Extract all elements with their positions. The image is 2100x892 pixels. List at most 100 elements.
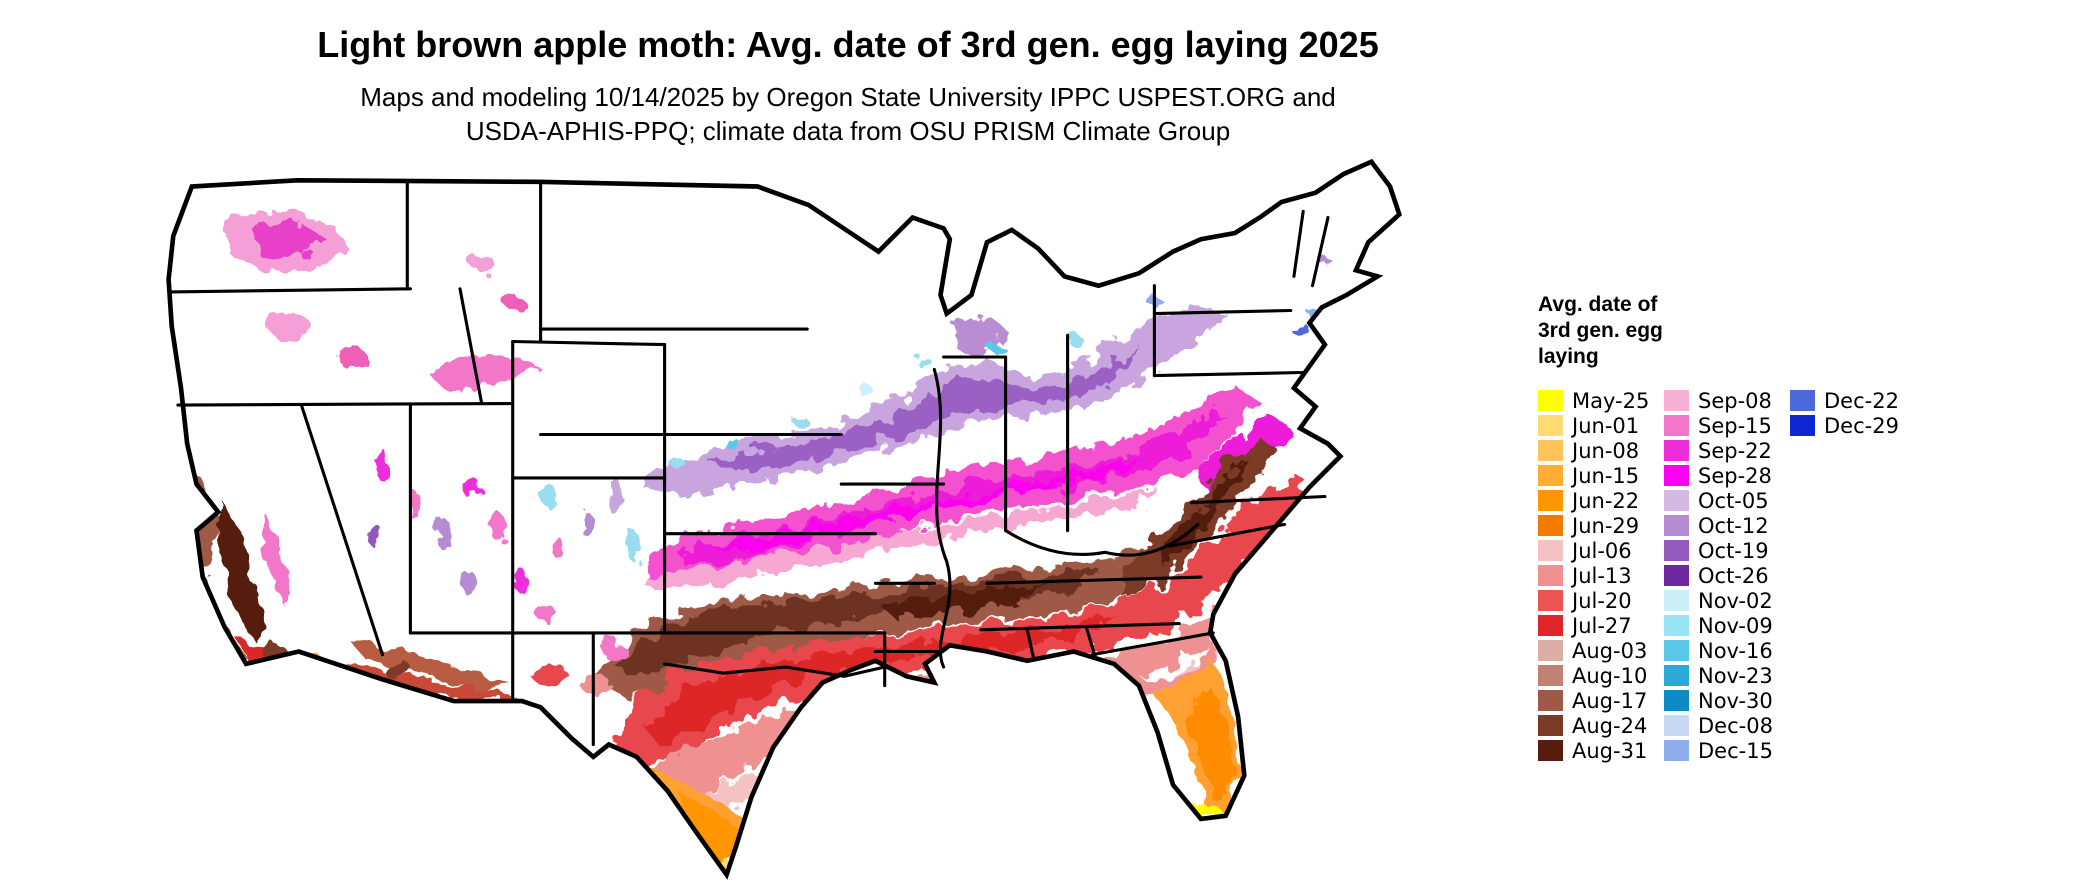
legend-title-line: Avg. date of bbox=[1538, 293, 1658, 316]
legend-label: Nov-16 bbox=[1698, 638, 1773, 663]
legend-item: Sep-28 bbox=[1664, 463, 1773, 488]
legend-label: Oct-12 bbox=[1698, 513, 1769, 538]
legend-swatch bbox=[1664, 615, 1689, 636]
legend-label: Jun-29 bbox=[1572, 513, 1640, 538]
legend-label: Jun-01 bbox=[1572, 413, 1640, 438]
legend-label: Dec-08 bbox=[1698, 713, 1773, 738]
legend-item: Jun-15 bbox=[1538, 463, 1649, 488]
legend-label: Jun-22 bbox=[1572, 488, 1640, 513]
legend-label: Sep-08 bbox=[1698, 388, 1772, 413]
legend-item: Dec-08 bbox=[1664, 713, 1773, 738]
page-title: Light brown apple moth: Avg. date of 3rd… bbox=[317, 24, 1379, 65]
legend-label: Sep-28 bbox=[1698, 463, 1772, 488]
legend-swatch bbox=[1538, 415, 1563, 436]
legend-item: Sep-08 bbox=[1664, 388, 1773, 413]
map-color-layer bbox=[190, 208, 1335, 875]
legend-item: Oct-26 bbox=[1664, 563, 1773, 588]
legend-swatch bbox=[1664, 740, 1689, 761]
legend-swatch bbox=[1664, 415, 1689, 436]
legend-swatch bbox=[1664, 590, 1689, 611]
legend-item: Jun-01 bbox=[1538, 413, 1649, 438]
legend-item: Jul-06 bbox=[1538, 538, 1649, 563]
legend-item: Dec-29 bbox=[1790, 413, 1899, 438]
legend-swatch bbox=[1664, 640, 1689, 661]
legend-swatch bbox=[1538, 690, 1563, 711]
legend-swatch bbox=[1538, 540, 1563, 561]
legend-label: Jun-08 bbox=[1572, 438, 1640, 463]
legend-swatch bbox=[1538, 490, 1563, 511]
legend-swatch bbox=[1538, 390, 1563, 411]
legend-item: Jun-29 bbox=[1538, 513, 1649, 538]
state-borders bbox=[170, 180, 1330, 747]
legend-item: Aug-10 bbox=[1538, 663, 1649, 688]
legend-item: Sep-15 bbox=[1664, 413, 1773, 438]
legend-item: May-25 bbox=[1538, 388, 1649, 413]
us-map bbox=[150, 140, 1700, 892]
legend-swatch bbox=[1538, 715, 1563, 736]
legend-item: Oct-12 bbox=[1664, 513, 1773, 538]
legend-item: Nov-09 bbox=[1664, 613, 1773, 638]
legend-label: Oct-05 bbox=[1698, 488, 1769, 513]
legend-label: Oct-19 bbox=[1698, 538, 1769, 563]
subtitle-line-1: Maps and modeling 10/14/2025 by Oregon S… bbox=[360, 82, 1336, 112]
legend-label: Nov-02 bbox=[1698, 588, 1773, 613]
legend-swatch bbox=[1664, 715, 1689, 736]
legend-swatch bbox=[1664, 690, 1689, 711]
legend-swatch bbox=[1538, 440, 1563, 461]
legend-item: Jul-13 bbox=[1538, 563, 1649, 588]
legend-column-1: May-25 Jun-01 Jun-08 Jun-15 Jun-22 Jun-29 Jul-… bbox=[1538, 388, 1649, 763]
legend-label: Aug-17 bbox=[1572, 688, 1648, 713]
legend-column-3: Dec-22 Dec-29 bbox=[1790, 388, 1899, 438]
legend-item: Oct-19 bbox=[1664, 538, 1773, 563]
us-map-svg bbox=[166, 158, 1402, 880]
legend-item: Jun-22 bbox=[1538, 488, 1649, 513]
us-outline bbox=[166, 158, 1402, 880]
legend-swatch bbox=[1538, 640, 1563, 661]
legend-swatch bbox=[1538, 590, 1563, 611]
legend-label: Nov-23 bbox=[1698, 663, 1773, 688]
map-legend: Avg. date of 3rd gen. egg laying May-25 J… bbox=[1538, 292, 2078, 763]
legend-label: Jul-06 bbox=[1572, 538, 1632, 563]
legend-label: Nov-09 bbox=[1698, 613, 1773, 638]
subtitle-line-2: USDA-APHIS-PPQ; climate data from OSU PR… bbox=[465, 116, 1231, 146]
legend-label: Dec-29 bbox=[1824, 413, 1899, 438]
legend-swatch bbox=[1664, 465, 1689, 486]
legend-item: Jun-08 bbox=[1538, 438, 1649, 463]
legend-swatch bbox=[1538, 740, 1563, 761]
legend-swatch bbox=[1664, 490, 1689, 511]
legend-swatch bbox=[1790, 415, 1815, 436]
legend-label: Jul-13 bbox=[1572, 563, 1632, 588]
legend-item: Jul-20 bbox=[1538, 588, 1649, 613]
legend-label: Jun-15 bbox=[1572, 463, 1640, 488]
legend-item: Aug-03 bbox=[1538, 638, 1649, 663]
legend-title-line: laying bbox=[1538, 345, 1599, 368]
legend-item: Aug-31 bbox=[1538, 738, 1649, 763]
legend-item: Nov-23 bbox=[1664, 663, 1773, 688]
legend-label: Oct-26 bbox=[1698, 563, 1769, 588]
legend-label: Aug-31 bbox=[1572, 738, 1648, 763]
legend-swatch bbox=[1664, 390, 1689, 411]
legend-item: Oct-05 bbox=[1664, 488, 1773, 513]
legend-item: Nov-02 bbox=[1664, 588, 1773, 613]
legend-swatch bbox=[1664, 565, 1689, 586]
legend-swatch bbox=[1664, 440, 1689, 461]
legend-swatch bbox=[1538, 615, 1563, 636]
legend-swatch bbox=[1538, 565, 1563, 586]
legend-item: Jul-27 bbox=[1538, 613, 1649, 638]
legend-column-2: Sep-08 Sep-15 Sep-22 Sep-28 Oct-05 Oct-12 Oct-… bbox=[1664, 388, 1773, 763]
legend-title-line: 3rd gen. egg bbox=[1538, 319, 1663, 342]
legend-item: Dec-15 bbox=[1664, 738, 1773, 763]
legend-label: Nov-30 bbox=[1698, 688, 1773, 713]
legend-label: Dec-22 bbox=[1824, 388, 1899, 413]
legend-item: Aug-17 bbox=[1538, 688, 1649, 713]
legend-label: Aug-10 bbox=[1572, 663, 1648, 688]
legend-label: Jul-20 bbox=[1572, 588, 1632, 613]
legend-swatch bbox=[1664, 515, 1689, 536]
legend-label: Sep-22 bbox=[1698, 438, 1772, 463]
legend-swatch bbox=[1538, 465, 1563, 486]
legend-swatch bbox=[1538, 665, 1563, 686]
legend-item: Aug-24 bbox=[1538, 713, 1649, 738]
legend-label: May-25 bbox=[1572, 388, 1650, 413]
legend-item: Nov-16 bbox=[1664, 638, 1773, 663]
